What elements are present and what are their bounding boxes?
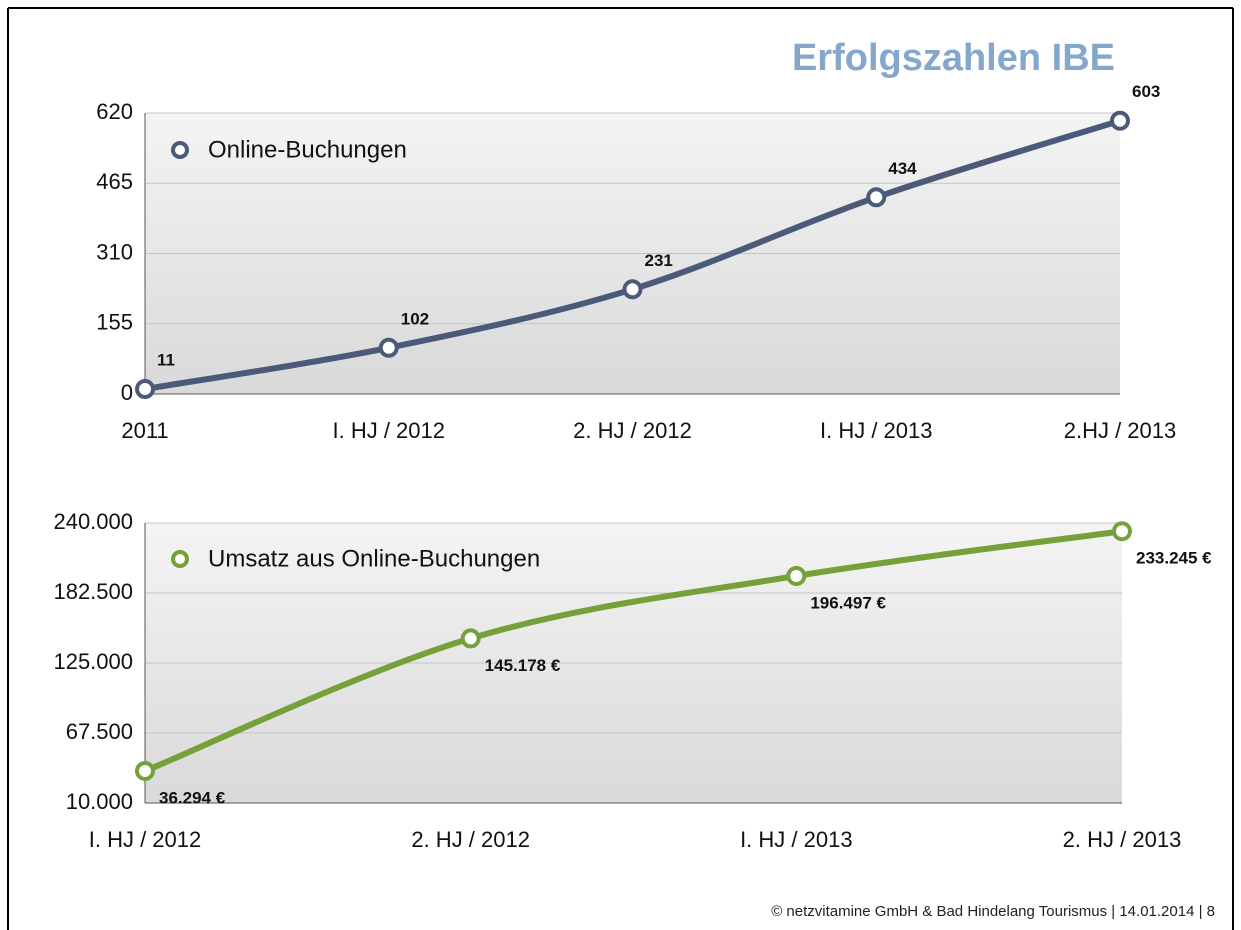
data-label: 102 — [401, 309, 429, 328]
x-tick-label: 2. HJ / 2013 — [1063, 827, 1182, 852]
slide-title: Erfolgszahlen IBE — [792, 37, 1115, 79]
y-tick-label: 10.000 — [66, 789, 133, 814]
data-label: 145.178 € — [485, 656, 561, 675]
y-tick-label: 67.500 — [66, 719, 133, 744]
y-tick-label: 125.000 — [53, 649, 133, 674]
legend-marker — [171, 550, 189, 568]
data-label: 36.294 € — [159, 788, 226, 807]
x-tick-label: 2011 — [121, 418, 168, 443]
y-tick-label: 310 — [96, 239, 133, 264]
x-tick-label: 2. HJ / 2012 — [573, 418, 692, 443]
x-tick-label: 2.HJ / 2013 — [1064, 418, 1177, 443]
data-label: 603 — [1132, 82, 1160, 101]
legend-label: Umsatz aus Online-Buchungen — [208, 545, 540, 572]
x-tick-label: I. HJ / 2013 — [740, 827, 853, 852]
x-tick-label: I. HJ / 2012 — [332, 418, 445, 443]
y-tick-label: 240.000 — [53, 509, 133, 534]
legend-marker — [171, 141, 189, 159]
y-tick-label: 0 — [121, 380, 133, 405]
y-tick-label: 155 — [96, 310, 133, 335]
data-point — [866, 187, 887, 208]
data-point — [786, 565, 807, 586]
y-tick-label: 465 — [96, 169, 133, 194]
x-tick-label: I. HJ / 2013 — [820, 418, 933, 443]
data-point — [1112, 521, 1132, 542]
data-point — [135, 379, 155, 400]
legend-label: Online-Buchungen — [208, 136, 407, 163]
data-point — [460, 628, 481, 649]
data-point — [1110, 110, 1130, 131]
data-point — [378, 337, 399, 358]
data-label: 233.245 € — [1136, 549, 1212, 568]
data-line — [142, 528, 1125, 774]
data-point — [135, 760, 155, 781]
data-label: 231 — [645, 251, 673, 270]
y-tick-label: 620 — [96, 99, 133, 124]
data-label: 434 — [888, 159, 917, 178]
x-tick-label: 2. HJ / 2012 — [411, 827, 530, 852]
footer: © netzvitamine GmbH & Bad Hindelang Tour… — [771, 903, 1215, 920]
data-point — [622, 279, 643, 300]
data-label: 11 — [157, 350, 175, 369]
y-tick-label: 182.500 — [53, 579, 133, 604]
x-tick-label: I. HJ / 2012 — [89, 827, 202, 852]
data-label: 196.497 € — [810, 593, 886, 612]
